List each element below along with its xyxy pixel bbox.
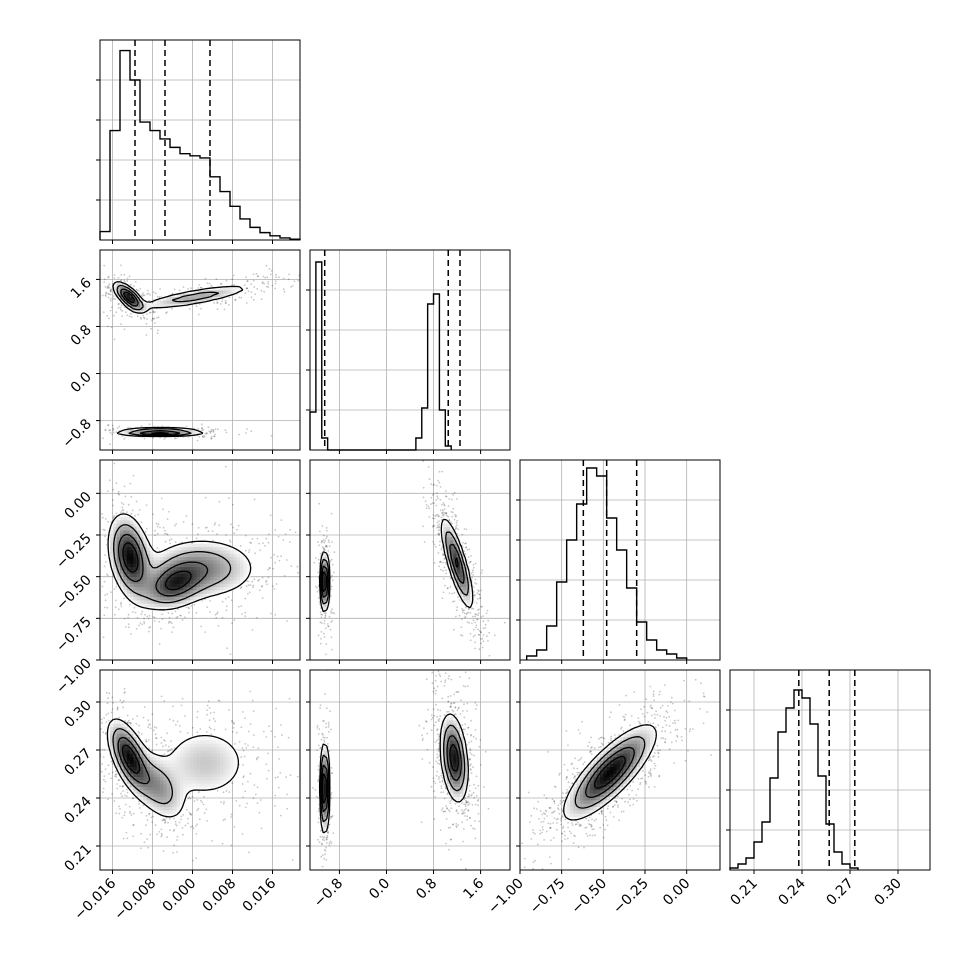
contours-3-1 [318,713,469,834]
y-tick-label-2-2: −0.50 [53,572,95,614]
x-tick-label-1-0: −0.8 [311,876,346,911]
x-tick-label-3-0: 0.21 [727,876,760,909]
x-tick-label-1-2: 0.8 [413,876,440,903]
joint-panel-3-0-frame [99,669,301,871]
y-tick-label-2-1: −0.75 [53,614,95,656]
joint-panel-3-1-frame [309,669,511,871]
joint-panel-1-0-frame [99,249,301,451]
y-tick-label-1-2: 0.8 [68,322,95,349]
y-tick-label-1-3: 1.6 [68,275,95,302]
contours-1-0 [112,281,244,438]
histogram-3-frame [729,669,931,871]
x-tick-label-0-4: 0.016 [240,875,280,915]
histogram-1 [306,249,511,454]
joint-panel-3-2-frame [519,669,721,871]
x-tick-label-1-1: 0.0 [366,876,393,903]
histogram-0-frame [99,39,301,241]
y-tick-label-2-4: 0.00 [61,489,94,522]
histogram-2-frame [519,459,721,661]
histogram-step-0 [99,49,301,240]
joint-panel-2-0 [96,459,301,664]
histogram-3 [726,669,931,874]
x-tick-label-2-0: −1.00 [485,876,527,918]
histogram-2 [516,459,721,664]
x-tick-label-0-0: −0.016 [71,875,119,923]
x-tick-label-0-1: −0.008 [111,876,159,924]
x-tick-label-2-1: −0.75 [527,876,569,918]
contours-2-0 [107,513,252,611]
joint-panel-2-1-frame [309,459,511,661]
y-tick-label-2-0: −1.00 [53,656,95,698]
y-tick-label-3-3: 0.30 [61,698,94,731]
x-tick-label-3-1: 0.24 [775,875,808,908]
y-tick-label-2-3: −0.25 [53,531,95,573]
density-shading-3-1 [320,713,468,834]
x-tick-label-2-4: 0.00 [660,876,693,909]
x-tick-label-1-3: 1.6 [460,875,487,902]
samples-2-1 [313,460,506,657]
joint-panel-1-0 [96,249,301,454]
contours-3-0 [106,718,240,818]
joint-panel-3-2 [516,669,721,874]
y-tick-label-3-0: 0.21 [61,842,94,875]
joint-panel-2-0-frame [99,459,301,661]
histogram-1-frame [309,249,511,451]
x-tick-label-3-3: 0.30 [871,876,904,909]
x-tick-label-2-2: −0.50 [569,876,611,918]
y-tick-label-1-0: −0.8 [59,416,94,451]
x-tick-label-0-3: 0.008 [200,876,240,916]
contours-2-1 [318,518,474,613]
x-tick-label-2-3: −0.25 [610,876,652,918]
histogram-step-3 [729,689,859,870]
histogram-step-2 [525,467,688,660]
x-tick-label-3-2: 0.27 [823,876,856,909]
y-tick-label-1-1: 0.0 [68,369,95,396]
y-tick-label-3-1: 0.24 [61,793,94,826]
x-tick-label-0-2: 0.000 [160,876,200,916]
joint-panel-2-1 [306,459,511,664]
joint-panel-3-1 [306,669,511,874]
joint-panel-3-0 [96,669,301,874]
samples-1-0 [100,264,300,446]
histogram-0 [96,39,301,244]
contours-3-2 [563,724,657,821]
y-tick-label-3-2: 0.27 [61,746,94,779]
